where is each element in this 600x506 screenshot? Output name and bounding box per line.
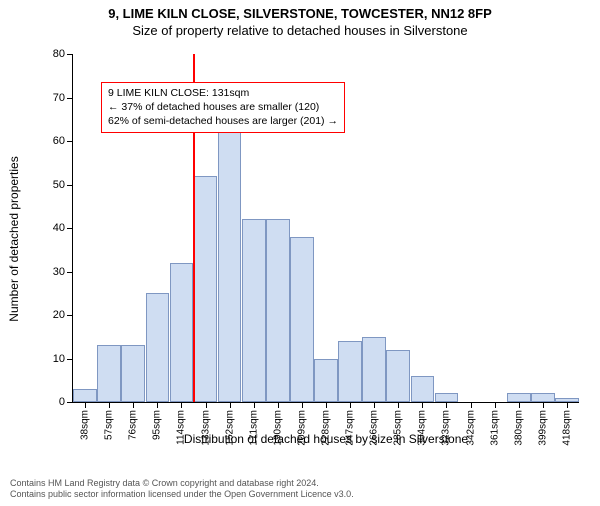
x-tick xyxy=(422,402,423,408)
x-tick xyxy=(157,402,158,408)
plot-area: Distribution of detached houses by size … xyxy=(72,54,579,403)
histogram-bar xyxy=(194,176,218,402)
x-tick xyxy=(206,402,207,408)
x-tick-label: 114sqm xyxy=(176,410,187,445)
histogram-bar xyxy=(97,345,121,402)
histogram-bar xyxy=(218,128,242,402)
x-tick-label: 285sqm xyxy=(393,410,404,446)
histogram-bar xyxy=(435,393,459,402)
histogram-bar xyxy=(121,345,145,402)
histogram-bar xyxy=(386,350,410,402)
histogram-bar xyxy=(242,219,266,402)
x-tick xyxy=(495,402,496,408)
x-tick-label: 228sqm xyxy=(321,410,332,446)
y-tick xyxy=(67,359,73,360)
x-tick xyxy=(374,402,375,408)
x-tick-label: 133sqm xyxy=(200,410,211,446)
y-axis-label: Number of detached properties xyxy=(7,156,21,321)
y-tick-label: 60 xyxy=(53,135,65,147)
x-tick xyxy=(398,402,399,408)
x-tick xyxy=(471,402,472,408)
x-tick xyxy=(350,402,351,408)
histogram-bar xyxy=(314,359,338,403)
y-tick-label: 50 xyxy=(53,179,65,191)
attribution-footer: Contains HM Land Registry data © Crown c… xyxy=(10,478,354,501)
histogram-bar xyxy=(146,293,170,402)
footer-line: Contains HM Land Registry data © Crown c… xyxy=(10,478,354,489)
y-tick xyxy=(67,402,73,403)
y-tick xyxy=(67,54,73,55)
annotation-line: ← 37% of detached houses are smaller (12… xyxy=(108,100,338,114)
histogram-bar xyxy=(170,263,194,402)
page-title: 9, LIME KILN CLOSE, SILVERSTONE, TOWCEST… xyxy=(0,6,600,21)
x-tick xyxy=(254,402,255,408)
x-tick xyxy=(519,402,520,408)
histogram-bar xyxy=(290,237,314,402)
annotation-line: 62% of semi-detached houses are larger (… xyxy=(108,114,338,128)
x-tick-label: 266sqm xyxy=(369,410,380,446)
y-tick xyxy=(67,272,73,273)
footer-line: Contains public sector information licen… xyxy=(10,489,354,500)
x-tick xyxy=(326,402,327,408)
histogram-bar xyxy=(507,393,531,402)
x-tick-label: 190sqm xyxy=(272,410,283,446)
y-tick xyxy=(67,141,73,142)
x-tick-label: 304sqm xyxy=(417,410,428,446)
y-tick-label: 40 xyxy=(53,222,65,234)
x-tick xyxy=(446,402,447,408)
y-tick xyxy=(67,228,73,229)
x-tick xyxy=(181,402,182,408)
histogram-bar xyxy=(338,341,362,402)
x-tick xyxy=(302,402,303,408)
x-tick-label: 399sqm xyxy=(537,410,548,446)
y-tick-label: 20 xyxy=(53,309,65,321)
x-tick-label: 380sqm xyxy=(513,410,524,446)
x-tick xyxy=(567,402,568,408)
x-tick xyxy=(85,402,86,408)
x-tick-label: 209sqm xyxy=(296,410,307,446)
x-tick-label: 152sqm xyxy=(224,410,235,446)
x-tick-label: 95sqm xyxy=(152,410,163,440)
x-tick-label: 342sqm xyxy=(465,410,476,446)
x-tick-label: 38sqm xyxy=(80,410,91,440)
y-tick-label: 80 xyxy=(53,48,65,60)
x-tick-label: 323sqm xyxy=(441,410,452,446)
x-tick xyxy=(133,402,134,408)
page-subtitle: Size of property relative to detached ho… xyxy=(0,23,600,38)
x-tick xyxy=(230,402,231,408)
x-tick-label: 171sqm xyxy=(248,410,259,446)
y-tick-label: 70 xyxy=(53,92,65,104)
y-tick xyxy=(67,315,73,316)
y-tick xyxy=(67,98,73,99)
x-tick-label: 57sqm xyxy=(104,410,115,440)
y-tick-label: 10 xyxy=(53,353,65,365)
x-tick xyxy=(543,402,544,408)
x-tick xyxy=(109,402,110,408)
x-tick xyxy=(278,402,279,408)
y-tick-label: 0 xyxy=(59,396,65,408)
x-tick-label: 247sqm xyxy=(345,410,356,446)
histogram-chart: Number of detached properties Distributi… xyxy=(48,54,578,424)
annotation-line: 9 LIME KILN CLOSE: 131sqm xyxy=(108,86,338,100)
x-tick-label: 361sqm xyxy=(489,410,500,446)
histogram-bar xyxy=(73,389,97,402)
histogram-bar xyxy=(266,219,290,402)
annotation-box: 9 LIME KILN CLOSE: 131sqm← 37% of detach… xyxy=(101,82,345,133)
histogram-bar xyxy=(362,337,386,402)
y-tick-label: 30 xyxy=(53,266,65,278)
x-tick-label: 418sqm xyxy=(561,410,572,446)
histogram-bar xyxy=(531,393,555,402)
y-tick xyxy=(67,185,73,186)
histogram-bar xyxy=(411,376,435,402)
x-tick-label: 76sqm xyxy=(128,410,139,440)
